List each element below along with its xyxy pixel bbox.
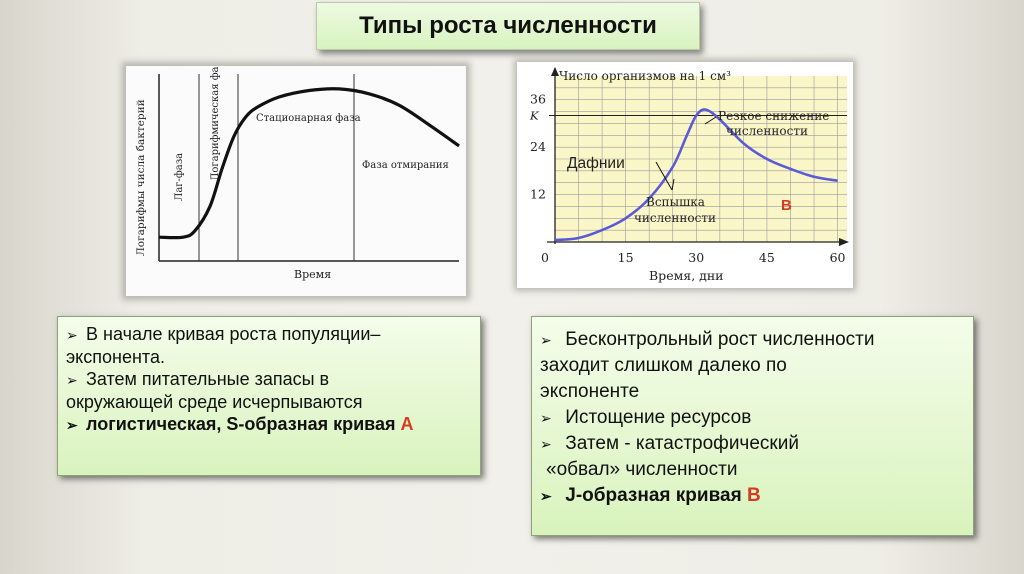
text-b-line-5: ➢ Затем - катастрофический — [540, 431, 965, 457]
text-a-line-5-text: логистическая, S-образная кривая — [86, 414, 396, 434]
bullet-icon: ➢ — [540, 332, 552, 348]
text-box-b: ➢ Бесконтрольный рост численности заходи… — [531, 316, 974, 536]
chart-b-series-line — [554, 108, 838, 242]
chart-b-y-arrow — [551, 67, 559, 76]
text-a-line-5: ➢ логистическая, S-образная кривая А — [66, 413, 472, 436]
chart-a: Логарифмы числа бактерий Лаг-фаза Логари… — [135, 55, 460, 281]
chart-b-organism-pointer — [655, 161, 673, 191]
text-a-line-1-text: В начале кривая роста популяции– — [86, 324, 381, 344]
text-b-line-1: ➢ Бесконтрольный рост численности — [540, 327, 965, 353]
chart-b-decline-label-1: Резкое снижение — [718, 109, 829, 123]
bullet-icon: ➢ — [66, 327, 78, 343]
text-b-line-5-text: Затем - катастрофический — [565, 433, 799, 454]
chart-b-organism-label: Дафнии — [567, 155, 625, 172]
chart-b-y-tick-label: 36 — [530, 92, 546, 107]
chart-b-decline-pointer — [704, 116, 717, 125]
text-b-line-2: заходит слишком далеко по — [540, 355, 787, 376]
chart-a-ylabel: Логарифмы числа бактерий — [135, 99, 147, 256]
letter-a-label: А — [400, 414, 414, 434]
text-b-line-4-text: Истощение ресурсов — [565, 407, 752, 428]
chart-a-phase-label: Стационарная фаза — [256, 113, 361, 124]
bullet-icon: ➢ — [540, 488, 552, 504]
text-b-line-7: ➢ J-образная кривая В — [540, 483, 965, 509]
chart-a-series-line — [158, 87, 460, 240]
chart-b-ticks: 0 15 30 45 60 12 24 K 36 — [529, 92, 846, 265]
chart-a-phase-label: Лаг-фаза — [174, 153, 185, 201]
bullet-icon: ➢ — [66, 417, 78, 433]
bullet-icon: ➢ — [66, 372, 78, 388]
chart-a-panel: Логарифмы числа бактерий Лаг-фаза Логари… — [126, 55, 466, 296]
chart-b-panel: Число организмов на 1 см³ Время, дни 0 15… — [517, 62, 853, 288]
chart-b-x-tick-label: 0 — [541, 250, 549, 265]
chart-b: Число организмов на 1 см³ Время, дни 0 15… — [529, 67, 849, 283]
slide-title: Типы роста численности — [359, 12, 657, 39]
chart-b-x-tick-label: 15 — [618, 250, 634, 265]
chart-b-peak-label-2: численности — [634, 211, 716, 225]
text-a-line-4: окружающей среде исчерпываются — [66, 392, 363, 412]
chart-b-peak-label-1: Вспышка — [646, 195, 705, 209]
text-b-line-7-text: J-образная кривая — [565, 485, 742, 506]
slide-title-box: Типы роста численности — [316, 2, 700, 50]
chart-b-y-tick-label: 24 — [530, 139, 546, 154]
text-box-a: ➢ В начале кривая роста популяции– экспон… — [57, 316, 481, 476]
chart-b-y-tick-label: 12 — [530, 187, 546, 202]
chart-a-xlabel: Время — [294, 268, 331, 281]
chart-b-peak-pointer — [671, 178, 675, 191]
chart-b-grid — [549, 76, 847, 242]
letter-b-label: В — [746, 485, 761, 506]
text-a-line-3: ➢ Затем питательные запасы в — [66, 368, 472, 391]
chart-b-ylabel: Число организмов на 1 см³ — [559, 69, 731, 83]
text-a-line-2: экспонента. — [66, 347, 165, 367]
chart-b-xlabel: Время, дни — [649, 268, 724, 283]
text-b-line-3: экспоненте — [540, 381, 640, 402]
chart-a-phase-label: Логарифмическая фаза — [210, 66, 221, 181]
bullet-icon: ➢ — [540, 410, 552, 426]
text-b-line-6: «обвал» численности — [546, 459, 738, 480]
chart-b-decline-label-2: численности — [726, 124, 808, 138]
chart-b-x-tick-label: 60 — [830, 250, 846, 265]
text-a-line-3-text: Затем питательные запасы в — [86, 369, 330, 389]
chart-b-x-arrow — [839, 238, 849, 246]
text-a-line-1: ➢ В начале кривая роста популяции– — [66, 323, 472, 346]
chart-b-y-tick-label: K — [529, 109, 540, 123]
chart-a-phase-label: Фаза отмирания — [362, 160, 449, 171]
text-b-line-4: ➢ Истощение ресурсов — [540, 405, 965, 431]
chart-b-letter-label: В — [781, 197, 792, 214]
bullet-icon: ➢ — [540, 436, 552, 452]
chart-b-x-tick-label: 45 — [759, 250, 775, 265]
chart-b-x-tick-label: 30 — [688, 250, 704, 265]
text-b-line-1-text: Бесконтрольный рост численности — [565, 329, 875, 350]
